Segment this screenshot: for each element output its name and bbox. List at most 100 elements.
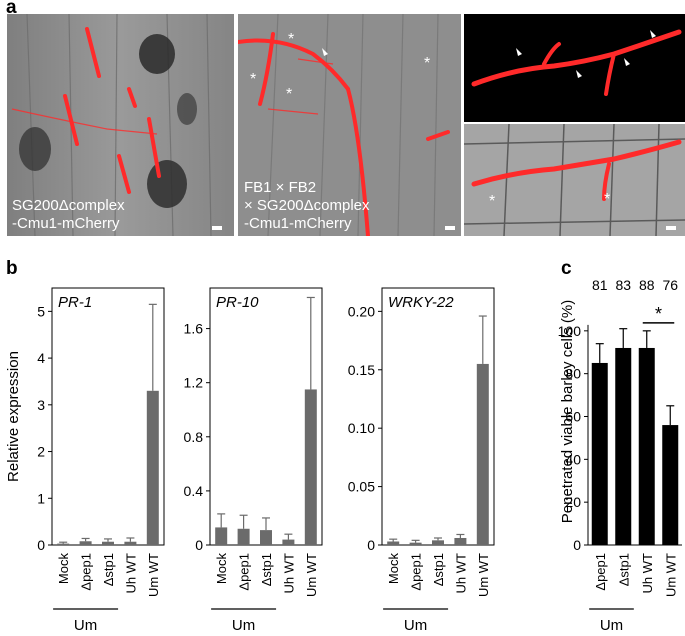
bar	[454, 537, 467, 545]
x-tick-label: Δpep1	[593, 553, 608, 591]
x-tick-label: Mock	[214, 553, 229, 585]
group-label: Um	[600, 617, 623, 634]
y-tick-label: 0.8	[184, 429, 204, 445]
arrowhead-marker	[322, 48, 328, 56]
asterisk-marker: *	[288, 31, 294, 48]
group-label: Um	[232, 617, 255, 634]
x-tick-label: Δpep1	[79, 553, 94, 591]
y-tick-label: 40	[565, 451, 581, 467]
micrograph-right-top-image	[464, 14, 685, 122]
bar	[124, 541, 137, 545]
bar	[57, 543, 70, 545]
micrograph-right-bottom-image: * *	[464, 124, 685, 236]
x-tick-label: Um WT	[476, 553, 491, 597]
micrograph-left: SG200Δcomplex -Cmu1-mCherry	[7, 14, 234, 236]
x-tick-label: Uh WT	[453, 553, 468, 594]
bar	[282, 539, 295, 545]
y-tick-label: 0.20	[348, 303, 375, 319]
y-tick-label: 1.2	[184, 375, 204, 391]
y-axis-label: Relative expression	[5, 351, 22, 482]
x-tick-label: Um WT	[663, 553, 678, 597]
y-tick-label: 0.05	[348, 479, 375, 495]
chart-title: PR-10	[216, 294, 259, 311]
x-tick-label: Δstp1	[616, 553, 631, 586]
x-tick-label: Um WT	[146, 553, 161, 597]
bar	[79, 541, 92, 545]
asterisk-marker: *	[424, 55, 430, 72]
asterisk-marker: *	[286, 86, 292, 103]
x-tick-label: Uh WT	[123, 553, 138, 594]
asterisk-marker: *	[604, 191, 610, 208]
arrowhead-marker	[650, 30, 656, 38]
x-tick-label: Δstp1	[259, 553, 274, 586]
count-label: 81	[592, 277, 608, 293]
y-tick-label: 5	[37, 303, 45, 319]
bar	[215, 527, 228, 545]
arrowhead-marker	[624, 58, 630, 66]
micrograph-middle-image: * * * *	[238, 14, 461, 236]
y-tick-label: 80	[565, 366, 581, 382]
bar	[102, 541, 114, 545]
chart-title: WRKY-22	[388, 294, 454, 311]
y-tick-label: 3	[37, 397, 45, 413]
micrograph-right-fluorescence	[464, 14, 685, 122]
x-tick-label: Uh WT	[281, 553, 296, 594]
bar	[387, 541, 400, 545]
bar	[409, 542, 422, 545]
bar	[615, 347, 632, 545]
y-tick-label: 100	[558, 323, 582, 339]
x-tick-label: Uh WT	[640, 553, 655, 594]
x-tick-label: Um WT	[304, 553, 319, 597]
middle-caption-line-2: × SG200Δcomplex	[244, 197, 370, 214]
y-tick-label: 1	[37, 490, 45, 506]
x-tick-label: Δstp1	[101, 553, 116, 586]
bar	[662, 425, 679, 545]
panel-label-b: b	[6, 258, 18, 279]
group-label: Um	[74, 617, 97, 634]
x-tick-label: Mock	[56, 553, 71, 585]
bar	[476, 363, 489, 545]
bar	[638, 347, 655, 545]
y-tick-label: 1.6	[184, 321, 204, 337]
chart-title: PR-1	[58, 294, 92, 311]
y-tick-label: 0.10	[348, 420, 375, 436]
y-axis-label: Penetrated viable barley cells (%)	[559, 300, 576, 523]
bar	[260, 530, 272, 545]
y-tick-label: 4	[37, 350, 45, 366]
y-tick-label: 60	[565, 409, 581, 425]
left-caption-line-2: -Cmu1-mCherry	[12, 215, 120, 232]
y-tick-label: 20	[565, 494, 581, 510]
micrograph-left-image	[7, 14, 234, 236]
micrograph-right-brightfield: * *	[464, 124, 685, 236]
bar	[432, 540, 444, 545]
micrograph-middle: * * * * FB1 × FB2 × SG200Δcomplex -Cmu1-…	[238, 14, 461, 236]
x-tick-label: Δpep1	[237, 553, 252, 591]
x-tick-label: Δpep1	[409, 553, 424, 591]
y-tick-label: 0.15	[348, 362, 375, 378]
y-tick-label: 0	[37, 537, 45, 553]
bar	[591, 362, 608, 545]
y-tick-label: 0	[573, 537, 581, 553]
group-label: Um	[404, 617, 427, 634]
middle-caption-line-3: -Cmu1-mCherry	[244, 215, 352, 232]
y-tick-label: 0.4	[184, 483, 204, 499]
bar	[146, 390, 159, 545]
asterisk-marker: *	[250, 71, 256, 88]
asterisk-marker: *	[489, 193, 495, 210]
bar	[237, 528, 250, 545]
x-tick-label: Mock	[386, 553, 401, 585]
arrowhead-marker	[576, 70, 582, 78]
count-label: 88	[639, 277, 655, 293]
y-tick-label: 2	[37, 444, 45, 460]
x-tick-label: Δstp1	[431, 553, 446, 586]
count-label: 76	[662, 277, 678, 293]
significance-marker: *	[655, 304, 662, 324]
left-caption-line-1: SG200Δcomplex	[12, 197, 125, 214]
panel-label-a: a	[6, 0, 17, 18]
count-label: 83	[615, 277, 631, 293]
y-tick-label: 0	[195, 537, 203, 553]
y-tick-label: 0	[367, 537, 375, 553]
panel-label-c: c	[561, 258, 572, 279]
arrowhead-marker	[516, 48, 522, 56]
